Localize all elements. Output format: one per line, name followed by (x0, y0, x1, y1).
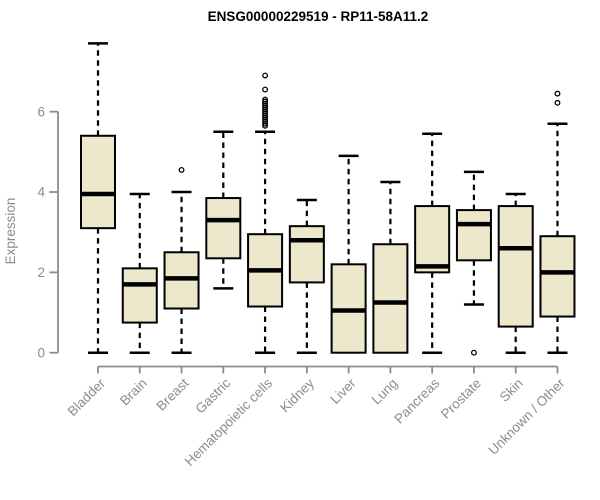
y-tick-label: 0 (37, 345, 45, 360)
outlier-point-breast (178, 166, 185, 173)
y-axis-label: Expression (3, 198, 18, 265)
box-kidney (288, 225, 325, 284)
outlier-point-prostate (470, 349, 477, 356)
x-tick-label-prostate: Prostate (438, 376, 484, 422)
box-prostate (455, 209, 492, 262)
x-tick-label-kidney: Kidney (277, 375, 317, 415)
box-bladder (80, 134, 116, 230)
outlier-point-hematopoietic-cells (262, 96, 269, 103)
x-tick-label-brain: Brain (117, 376, 150, 409)
x-tick-label-liver: Liver (327, 375, 359, 407)
x-tick-label-skin: Skin (497, 376, 526, 405)
chart-title: ENSG00000229519 - RP11-58A11.2 (208, 9, 429, 24)
outlier-point-hematopoietic-cells (262, 72, 269, 79)
y-tick-label: 6 (37, 104, 45, 119)
x-tick-label-pancreas: Pancreas (391, 375, 442, 426)
outlier-point-hematopoietic-cells (262, 86, 269, 93)
x-tick-label-unknown-other: Unknown / Other (485, 375, 568, 458)
y-tick-label: 2 (37, 265, 45, 280)
box-lung (372, 243, 409, 354)
y-tick-label: 4 (37, 185, 45, 200)
x-tick-label-gastric: Gastric (193, 375, 234, 416)
x-tick-label-breast: Breast (153, 375, 191, 413)
box-skin (497, 205, 534, 328)
outlier-point-unknown-other (554, 99, 561, 106)
outlier-point-hematopoietic-cells (262, 98, 269, 105)
box-unknown-other (539, 235, 576, 318)
box-gastric (205, 197, 242, 260)
x-tick-label-bladder: Bladder (65, 375, 109, 419)
box-brain (121, 267, 158, 324)
x-tick-label-lung: Lung (369, 376, 401, 408)
box-pancreas (414, 205, 451, 274)
outlier-point-unknown-other (554, 90, 561, 97)
